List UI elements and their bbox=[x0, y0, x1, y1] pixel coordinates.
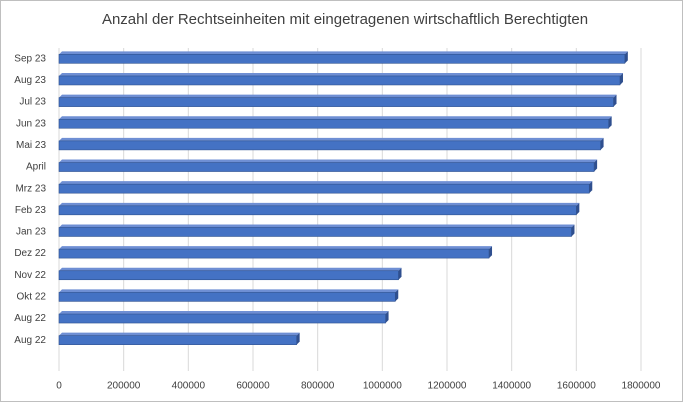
y-tick-label: Dez 22 bbox=[14, 248, 46, 259]
bar-top bbox=[59, 289, 399, 293]
bar bbox=[58, 270, 399, 281]
y-tick-label: Jun 23 bbox=[16, 118, 46, 129]
x-tick-label: 1200000 bbox=[428, 381, 467, 392]
bar bbox=[58, 335, 297, 345]
bar bbox=[58, 118, 609, 129]
x-tick-label: 0 bbox=[56, 381, 62, 392]
bar bbox=[58, 140, 601, 151]
y-tick-label: Aug 22 bbox=[14, 313, 46, 324]
bar-top bbox=[59, 51, 628, 55]
bar bbox=[58, 227, 572, 237]
bar-side bbox=[594, 159, 598, 172]
bar-top bbox=[59, 159, 598, 163]
bar-side bbox=[489, 246, 493, 259]
y-tick-label: Sep 23 bbox=[14, 53, 46, 64]
y-tick-label: April bbox=[26, 162, 46, 173]
bar bbox=[58, 97, 614, 107]
y-tick-label: Mai 23 bbox=[16, 140, 46, 151]
y-tick-label: Aug 23 bbox=[14, 75, 46, 86]
bar bbox=[58, 313, 386, 324]
x-tick-label: 200000 bbox=[107, 381, 141, 392]
bar bbox=[58, 292, 396, 302]
chart-title: Anzahl der Rechtseinheiten mit eingetrag… bbox=[102, 11, 588, 28]
y-tick-label: Mrz 23 bbox=[15, 183, 46, 194]
bar bbox=[58, 54, 626, 64]
y-tick-label: Jul 23 bbox=[19, 97, 46, 108]
x-tick-label: 600000 bbox=[236, 381, 270, 392]
bar-top bbox=[59, 116, 612, 120]
bar-side bbox=[571, 224, 575, 237]
x-tick-label: 800000 bbox=[301, 381, 335, 392]
y-tick-label: Nov 22 bbox=[14, 270, 46, 281]
bar-top bbox=[59, 246, 493, 250]
bar-top bbox=[59, 332, 300, 336]
bar-top bbox=[59, 72, 623, 76]
y-tick-label: Feb 23 bbox=[15, 205, 47, 216]
x-tick-label: 1600000 bbox=[557, 381, 596, 392]
bar-top bbox=[59, 224, 575, 228]
bar-side bbox=[624, 51, 628, 64]
bar-side bbox=[613, 94, 617, 107]
bar-side bbox=[600, 137, 604, 150]
bar-top bbox=[59, 94, 617, 98]
bar-side bbox=[608, 116, 612, 129]
x-tick-label: 1400000 bbox=[492, 381, 531, 392]
bar bbox=[58, 162, 595, 172]
bar-side bbox=[385, 311, 389, 324]
x-tick-label: 1800000 bbox=[622, 381, 661, 392]
bar-side bbox=[398, 267, 402, 280]
y-tick-label: Jan 23 bbox=[16, 227, 46, 238]
bar-side bbox=[589, 181, 593, 194]
bar-side bbox=[296, 332, 300, 345]
bar-top bbox=[59, 311, 389, 315]
y-tick-label: Okt 22 bbox=[17, 292, 47, 303]
bar bbox=[58, 75, 621, 86]
bar bbox=[58, 205, 577, 216]
bar-side bbox=[395, 289, 399, 302]
y-tick-label: Aug 22 bbox=[14, 335, 46, 346]
bar bbox=[58, 183, 590, 194]
bar-top bbox=[59, 181, 593, 185]
bar-top bbox=[59, 202, 580, 206]
x-tick-label: 400000 bbox=[172, 381, 206, 392]
bar-side bbox=[576, 202, 580, 215]
bar-side bbox=[619, 72, 623, 85]
bar-top bbox=[59, 137, 604, 141]
bar bbox=[58, 248, 490, 259]
x-tick-label: 1000000 bbox=[363, 381, 402, 392]
bar-top bbox=[59, 267, 402, 271]
